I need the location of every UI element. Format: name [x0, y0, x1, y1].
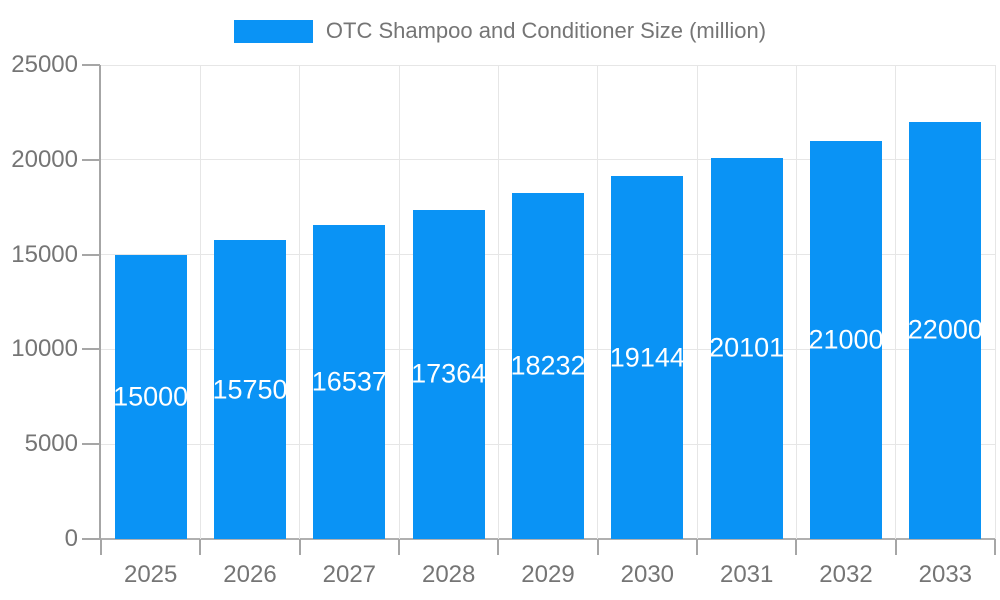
bar	[909, 121, 982, 539]
legend: OTC Shampoo and Conditioner Size (millio…	[0, 18, 1000, 44]
y-axis-tick-label: 0	[64, 525, 78, 552]
y-axis-tick-label: 25000	[11, 51, 78, 78]
y-axis-line	[99, 65, 101, 539]
bar-value-label: 15750	[212, 374, 288, 405]
x-axis-tick-label: 2028	[421, 561, 476, 588]
y-axis-tick-label: 15000	[11, 240, 78, 268]
y-axis-tick-label: 20000	[11, 145, 78, 173]
v-gridline	[398, 65, 400, 539]
y-axis-tick	[82, 348, 100, 351]
v-gridline	[199, 65, 201, 539]
x-axis-tick-label: 2025	[123, 561, 178, 588]
x-axis-tick	[696, 539, 698, 555]
v-gridline	[597, 65, 599, 539]
y-axis-tick	[82, 443, 100, 446]
x-axis-tick	[398, 539, 400, 555]
y-axis-tick	[82, 64, 100, 66]
x-axis-tick	[100, 539, 102, 555]
bar-value-label: 15000	[113, 381, 189, 412]
h-gridline	[101, 159, 995, 161]
bar	[710, 157, 783, 539]
x-axis-tick	[199, 539, 202, 555]
x-axis-tick-label: 2031	[719, 561, 774, 588]
y-axis-tick	[82, 253, 100, 256]
x-axis-baseline	[101, 538, 995, 540]
bar	[810, 140, 882, 539]
y-axis-tick	[82, 158, 100, 161]
bar-value-label: 16537	[311, 366, 387, 397]
y-axis-tick-label: 10000	[11, 335, 78, 363]
y-axis-tick-label: 5000	[24, 430, 78, 458]
v-gridline	[795, 65, 797, 539]
plot-area: 15000 15750 16537 17364 18232 19144 20101 21000…	[99, 64, 996, 540]
bar	[214, 240, 286, 539]
h-gridline	[101, 64, 995, 66]
x-axis-tick-label: 2030	[620, 561, 675, 588]
bar	[412, 209, 485, 539]
bar	[611, 176, 684, 539]
x-axis-tick-label: 2032	[819, 561, 873, 588]
x-axis-tick	[298, 539, 301, 555]
x-axis-tick	[497, 539, 500, 555]
v-gridline	[497, 65, 499, 539]
x-axis-tick-label: 2029	[521, 561, 575, 588]
legend-color-swatch	[233, 19, 313, 43]
v-gridline	[299, 65, 301, 539]
bar-value-label: 19144	[609, 342, 685, 372]
x-axis-tick	[596, 539, 599, 555]
bar-value-label: 17364	[411, 358, 487, 389]
legend-label: OTC Shampoo and Conditioner Size (millio…	[325, 18, 767, 43]
v-gridline	[895, 65, 897, 539]
x-axis-tick	[994, 539, 996, 555]
bar-value-label: 21000	[808, 324, 884, 355]
bar	[512, 193, 584, 539]
bar	[313, 225, 386, 539]
v-gridline	[994, 65, 996, 539]
x-axis-tick-label: 2026	[223, 561, 277, 588]
x-axis-tick	[795, 539, 798, 555]
bar	[114, 254, 187, 539]
v-gridline	[696, 65, 698, 539]
bar-value-label: 20101	[709, 332, 785, 363]
bar-value-label: 22000	[907, 314, 983, 345]
bar-value-label: 18232	[510, 350, 586, 381]
y-axis-tick	[82, 538, 100, 540]
x-axis-tick-label: 2033	[918, 561, 973, 588]
x-axis-tick-label: 2027	[322, 561, 377, 588]
x-axis-tick	[894, 539, 897, 555]
